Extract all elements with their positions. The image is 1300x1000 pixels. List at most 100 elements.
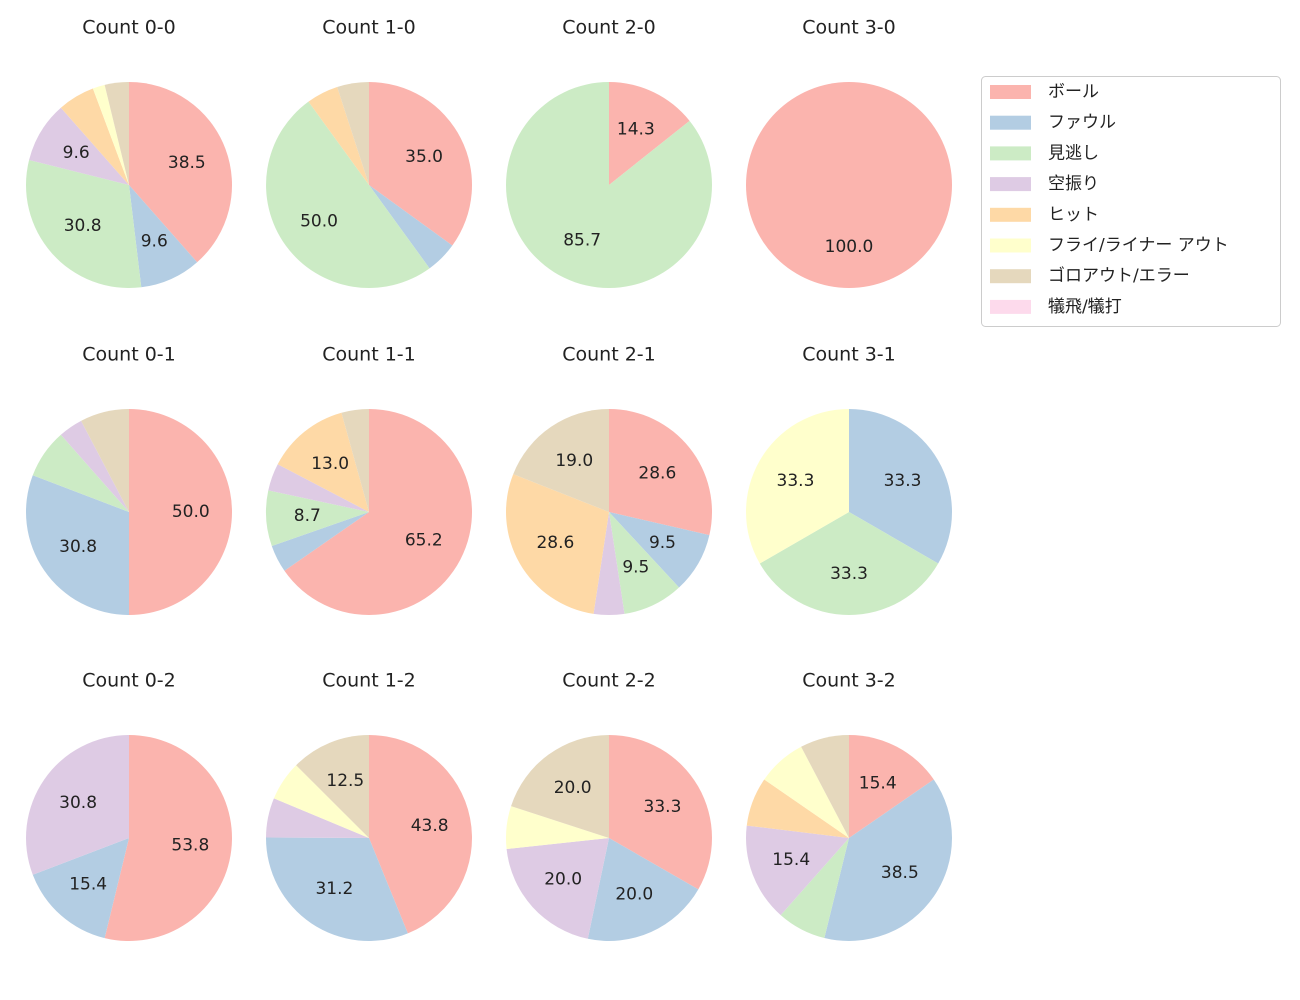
pie-slice [60,420,130,512]
value-label: 35.0 [405,147,443,167]
pie-slice [32,838,130,939]
chart-title: Count 2-2 [562,670,656,692]
legend-label: ヒット [1048,205,1099,225]
pie-slice [129,409,232,615]
pie-slice [609,409,712,536]
pie-slice [745,409,849,564]
chart-title: Count 0-1 [82,344,176,366]
value-label: 30.8 [64,216,102,236]
pie-slice [849,735,934,838]
pie-slice [271,512,369,571]
pie-slice [506,838,609,939]
chart-title: Count 1-1 [322,344,416,366]
value-label: 19.0 [555,451,593,471]
pie-slice [341,409,369,512]
value-label: 85.7 [563,231,601,251]
pie-slice [369,82,472,246]
pie-slice [609,82,690,185]
pie-slice [268,464,369,512]
pie-slice [759,512,939,615]
value-label: 9.5 [622,558,649,578]
value-label: 30.8 [59,793,97,813]
pie-slice [824,779,952,941]
value-label: 20.0 [615,884,653,904]
value-label: 15.4 [69,874,107,894]
pie-slice [29,107,129,185]
legend-box [981,76,1281,327]
legend-swatch [990,146,1031,161]
pie-slice [266,490,369,547]
legend-swatch [990,299,1031,314]
value-label: 9.6 [141,231,168,251]
pie-slice [308,87,369,185]
value-label: 28.6 [536,533,574,553]
pie-slice [780,838,849,939]
chart-title: Count 0-0 [82,17,176,39]
pie-slice [296,735,369,838]
value-label: 14.3 [617,119,655,139]
pie-slice [266,798,369,838]
value-label: 31.2 [315,879,353,899]
value-label: 33.3 [884,471,922,491]
value-label: 28.6 [638,464,676,484]
chart-title: Count 3-0 [802,17,896,39]
value-label: 38.5 [881,863,919,883]
pie-slice [849,409,952,564]
pie-slice [104,735,232,941]
value-label: 50.0 [300,211,338,231]
pie-slice [506,474,609,614]
pie-slice [32,434,130,512]
pie-slice [369,735,472,934]
pie-slice [511,735,609,838]
pie-slice [593,512,625,615]
pie-slice [81,409,129,512]
value-label: 15.4 [772,850,810,870]
legend-label: ゴロアウト/エラー [1048,265,1190,286]
value-label: 15.4 [859,773,897,793]
value-label: 50.0 [172,502,210,522]
legend-swatch [990,269,1031,284]
value-label: 30.8 [59,537,97,557]
legend-swatch [990,115,1031,130]
pie-slice [277,412,369,512]
pie-slice [746,779,849,838]
pie-slice [266,101,430,288]
value-label: 33.3 [644,797,682,817]
value-label: 65.2 [405,531,443,551]
pie-slice [104,82,129,185]
value-label: 13.0 [311,454,349,474]
value-label: 8.7 [294,506,321,526]
pie-slice [764,746,849,838]
legend-label: 空振り [1048,174,1099,194]
pie-slice [513,409,609,512]
legend-swatch [990,238,1031,253]
legend-swatch [990,85,1031,99]
pie-slice [25,160,142,288]
legend-swatch [990,177,1031,192]
pie-slice [25,735,130,875]
pie-slice [273,765,369,838]
pie-slice [609,512,680,614]
pie-slice [284,409,472,616]
pie-slice [60,88,130,185]
chart-title: Count 2-1 [562,344,656,366]
chart-title: Count 3-1 [802,344,896,366]
legend-label: 見逃し [1048,143,1099,163]
chart-title: Count 0-2 [82,670,176,692]
value-label: 38.5 [168,153,206,173]
pie-slice [801,735,849,838]
pie-slice [506,82,712,288]
value-label: 9.6 [63,143,90,163]
pie-slice [506,806,609,849]
pie-slice [92,84,129,185]
legend-label: フライ/ライナー アウト [1048,236,1229,256]
pie-slice [337,82,369,185]
chart-title: Count 1-0 [322,17,416,39]
pie-slice [129,82,232,263]
legend-label: ファウル [1048,113,1116,133]
legend-label: 犠飛/犠打 [1048,297,1122,317]
value-label: 9.5 [649,533,676,553]
value-label: 43.8 [411,816,449,836]
pie-slice [609,512,710,588]
